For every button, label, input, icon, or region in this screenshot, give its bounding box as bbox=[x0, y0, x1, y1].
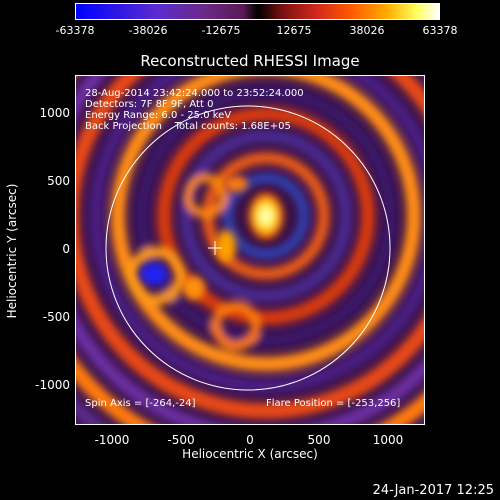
method-counts: Back Projection Total counts: 1.68E+05 bbox=[85, 121, 291, 132]
image-title: Reconstructed RHESSI Image bbox=[140, 52, 360, 70]
x-tick-label: 1000 bbox=[372, 433, 404, 447]
y-tick-label: -1000 bbox=[35, 378, 70, 392]
detectors: Detectors: 7F 8F 9F, Att 0 bbox=[85, 99, 214, 110]
x-axis-label: Heliocentric X (arcsec) bbox=[182, 447, 318, 461]
y-tick-label: 500 bbox=[47, 174, 70, 188]
spin-axis: Spin Axis = [-264,-24] bbox=[85, 398, 196, 409]
timestamp: 24-Jan-2017 12:25 bbox=[372, 483, 494, 498]
x-tick-label: 500 bbox=[307, 433, 331, 447]
colorbar-label: -38026 bbox=[128, 24, 168, 37]
y-tick-label: 0 bbox=[62, 242, 70, 256]
x-tick-label: 0 bbox=[246, 433, 254, 447]
obs-time: 28-Aug-2014 23:42:24.000 to 23:52:24.000 bbox=[85, 88, 304, 99]
colorbar-label: 12675 bbox=[276, 24, 312, 37]
x-tick-label: -500 bbox=[167, 433, 195, 447]
colorbar bbox=[75, 3, 440, 20]
x-tick-label: -1000 bbox=[94, 433, 130, 447]
colorbar-label: -63378 bbox=[55, 24, 95, 37]
y-tick-label: 1000 bbox=[39, 106, 70, 120]
y-axis-label: Heliocentric Y (arcsec) bbox=[5, 183, 19, 319]
colorbar-label: 38026 bbox=[349, 24, 385, 37]
solar-image bbox=[76, 76, 424, 424]
flare-position: Flare Position = [-253,256] bbox=[266, 398, 401, 409]
y-tick-label: -500 bbox=[42, 310, 70, 324]
colorbar-label: -12675 bbox=[201, 24, 241, 37]
solar-image-plot: 28-Aug-2014 23:42:24.000 to 23:52:24.000… bbox=[75, 75, 425, 425]
energy-range: Energy Range: 6.0 - 25.0 keV bbox=[85, 110, 232, 121]
colorbar-label: 63378 bbox=[422, 24, 458, 37]
